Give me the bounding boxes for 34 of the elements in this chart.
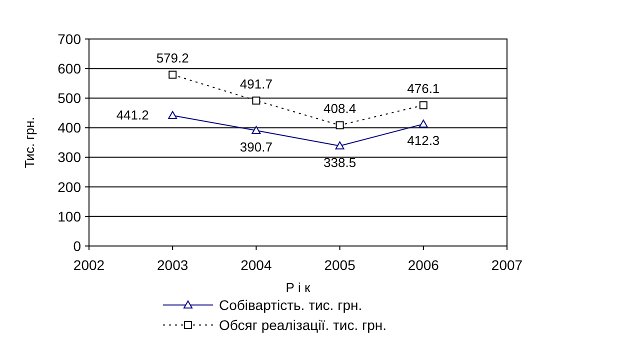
y-tick-label: 200 — [58, 178, 82, 195]
y-tick-label: 700 — [58, 30, 82, 47]
x-axis-title: Р і к — [286, 280, 311, 295]
y-tick-label: 300 — [58, 149, 82, 166]
x-tick-label: 2002 — [73, 257, 105, 273]
data-label: 491.7 — [240, 76, 272, 92]
x-tick-label: 2003 — [157, 257, 188, 273]
data-label: 338.5 — [324, 154, 356, 170]
x-tick-label: 2007 — [491, 257, 523, 273]
y-tick-label: 600 — [58, 60, 82, 76]
y-tick-label: 100 — [58, 208, 82, 224]
point — [252, 126, 261, 134]
point — [252, 96, 260, 105]
y-axis-title: Тис. грн. — [22, 116, 37, 168]
x-tick-label: 2006 — [408, 257, 440, 273]
point — [419, 101, 428, 110]
point — [168, 111, 178, 120]
y-tick-label: 0 — [73, 238, 82, 254]
data-label: 579.2 — [156, 50, 189, 66]
data-label: 408.4 — [324, 101, 356, 116]
point — [168, 70, 177, 79]
y-tick-label: 500 — [58, 90, 82, 106]
point — [418, 120, 428, 128]
y-tick-label: 400 — [58, 120, 82, 136]
data-label: 476.1 — [407, 81, 440, 96]
data-label: 390.7 — [240, 139, 272, 154]
data-label: 441.2 — [116, 108, 149, 123]
x-tick-label: 2005 — [324, 257, 356, 273]
legend-label: Обсяг реалізації. тис. грн. — [219, 316, 386, 333]
x-tick-label: 2004 — [240, 257, 272, 273]
point — [336, 121, 344, 130]
point — [335, 141, 344, 150]
data-label: 412.3 — [407, 133, 440, 148]
legend-label: Собівартість. тис. грн. — [219, 296, 362, 313]
